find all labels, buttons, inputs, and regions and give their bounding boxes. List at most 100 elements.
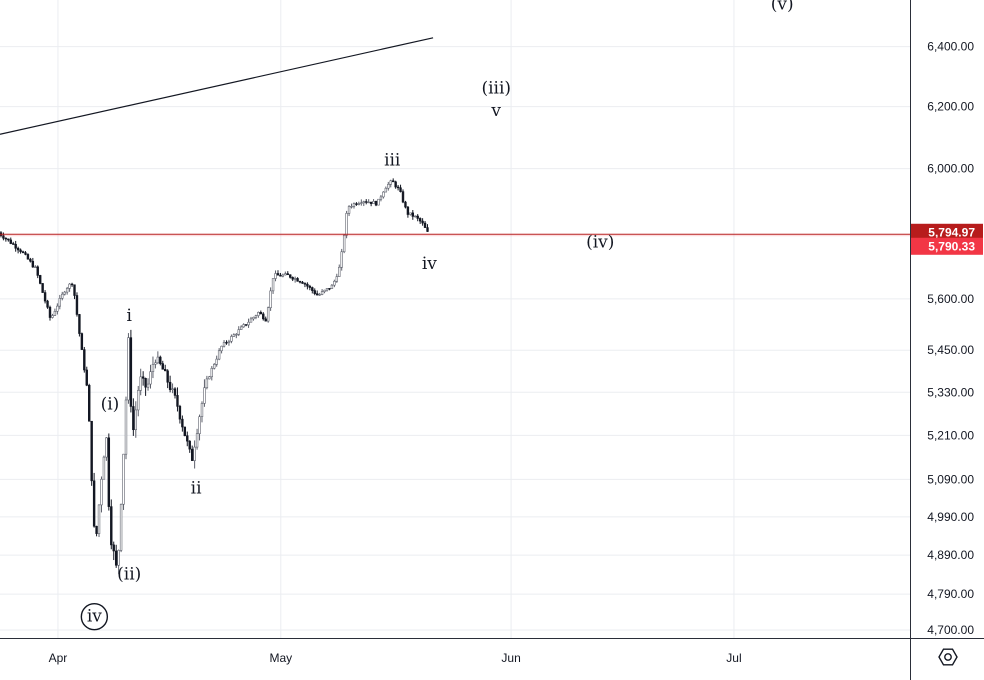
wave-label-circle xyxy=(80,603,109,631)
candle-body xyxy=(117,550,120,566)
candle-body xyxy=(29,258,32,262)
candle-body xyxy=(320,291,324,295)
candle-body xyxy=(166,370,169,383)
candle-body xyxy=(198,416,201,435)
candle-body xyxy=(237,329,240,335)
candle-body xyxy=(124,399,128,455)
settings-button-bg[interactable] xyxy=(938,647,958,667)
gear-icon[interactable] xyxy=(938,648,958,666)
wave-label: iii xyxy=(384,151,401,171)
candle-body xyxy=(301,281,304,284)
price-tags: 5,794.975,790.33 xyxy=(911,223,983,255)
candle-body xyxy=(379,196,383,200)
candle-body xyxy=(24,252,27,255)
y-tick-label: 5,450.00 xyxy=(927,343,974,357)
candle-body xyxy=(58,298,62,307)
wave-label: v xyxy=(490,101,501,121)
candle-body xyxy=(112,544,115,552)
candle-body xyxy=(95,525,98,534)
candle-body xyxy=(391,180,395,183)
candle-body xyxy=(409,212,412,215)
wave-label: (v) xyxy=(771,0,794,14)
candle-body xyxy=(92,480,96,527)
candle-body xyxy=(416,215,419,219)
candle-body xyxy=(421,220,424,224)
candle-body xyxy=(298,281,302,283)
candle-body xyxy=(213,364,216,369)
candle-body xyxy=(232,334,236,337)
candle-body xyxy=(235,334,238,336)
candle-body xyxy=(43,292,47,302)
candle-body xyxy=(110,506,113,546)
candle-body xyxy=(188,440,191,450)
axis-settings-button[interactable] xyxy=(938,647,958,667)
candle-body xyxy=(225,342,228,344)
candle-body xyxy=(367,201,370,204)
candle-body xyxy=(377,198,380,206)
candle-body xyxy=(338,266,341,277)
candle-body xyxy=(80,333,84,350)
y-tick-label: 6,200.00 xyxy=(927,100,974,114)
candle-body xyxy=(173,388,177,396)
wave-label: (iv) xyxy=(586,232,614,252)
trendlines xyxy=(0,37,434,135)
candle-body xyxy=(14,243,17,249)
candle-body xyxy=(186,435,189,442)
candle-body xyxy=(195,433,199,448)
candle-body xyxy=(315,293,319,296)
candle-body xyxy=(247,321,250,326)
gear-icon-center xyxy=(944,653,952,661)
candle-body xyxy=(411,212,415,217)
candle-body xyxy=(205,378,209,389)
candle-body xyxy=(333,280,336,286)
candle-body xyxy=(46,300,49,308)
candle-body xyxy=(78,314,81,334)
candle-body xyxy=(12,243,15,245)
candle-body xyxy=(284,273,287,276)
candle-body xyxy=(271,278,275,292)
wave-label: (iii) xyxy=(481,78,511,98)
candle-body xyxy=(308,285,312,288)
candle-body xyxy=(151,364,155,372)
candle-body xyxy=(122,453,125,505)
candle-body xyxy=(38,275,42,284)
candle-body xyxy=(345,212,348,236)
candle-body xyxy=(181,418,184,428)
candle-body xyxy=(88,384,91,422)
candle-body xyxy=(296,278,299,282)
candle-body xyxy=(164,368,167,372)
grid-layer xyxy=(0,0,910,638)
y-tick-label: 6,400.00 xyxy=(927,40,974,54)
candle-body xyxy=(139,376,142,391)
candle-body xyxy=(56,305,59,312)
y-tick-label: 5,210.00 xyxy=(927,428,974,442)
candle-body xyxy=(2,235,5,239)
candle-body xyxy=(176,395,179,407)
candle-body xyxy=(289,274,292,278)
candle-body xyxy=(127,337,130,401)
candle-body xyxy=(382,191,385,198)
price-lines xyxy=(0,233,910,237)
candle-body xyxy=(161,363,164,370)
candle-body xyxy=(156,356,160,364)
candle-body xyxy=(262,313,265,320)
candle-body xyxy=(154,362,157,365)
candle-body xyxy=(357,203,361,205)
candle-body xyxy=(203,387,206,404)
y-tick-label: 4,700.00 xyxy=(927,623,974,637)
y-tick-label: 5,330.00 xyxy=(927,385,974,399)
trendline xyxy=(0,37,434,135)
candle-body xyxy=(51,315,54,318)
candle-body xyxy=(208,376,211,380)
candle-body xyxy=(352,203,356,207)
candle-body xyxy=(350,206,353,208)
candle-body xyxy=(222,342,226,347)
wave-label: ii xyxy=(191,479,202,499)
candle-body xyxy=(41,283,44,293)
candle-body xyxy=(85,369,88,386)
y-tick-label: 5,600.00 xyxy=(927,292,974,306)
candle-body xyxy=(426,227,429,232)
